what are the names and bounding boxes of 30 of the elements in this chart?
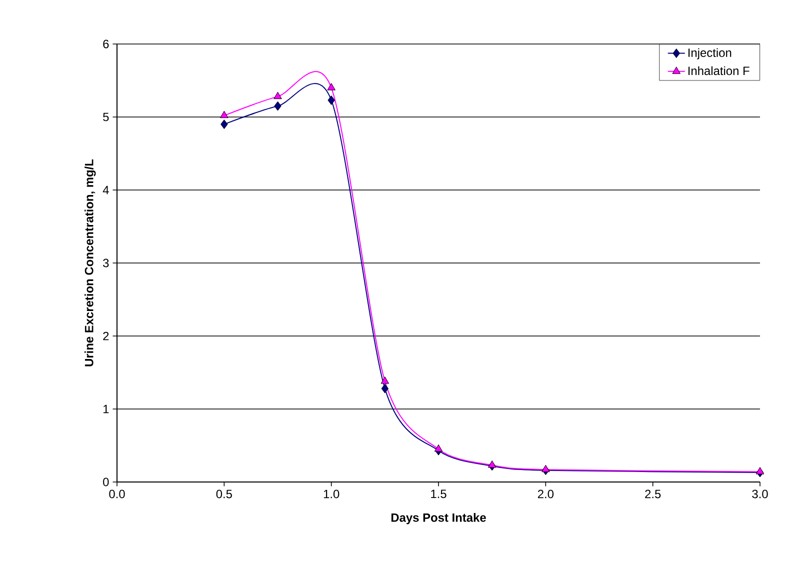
y-tick-label: 2	[103, 332, 109, 340]
x-tick-label: 3.0	[752, 490, 768, 498]
y-tick-label: 6	[103, 40, 109, 48]
point	[274, 101, 282, 111]
x-tick-label: 0.5	[216, 490, 232, 498]
y-tick-label: 0	[103, 478, 109, 486]
point	[542, 464, 550, 472]
point	[488, 460, 496, 468]
x-axis-title: Days Post Intake	[391, 513, 486, 524]
point	[434, 444, 443, 452]
y-tick-label: 1	[103, 404, 109, 414]
point	[220, 110, 228, 118]
x-tick-label: 1.5	[431, 490, 446, 498]
x-tick-label: 1.0	[324, 490, 340, 498]
y-axis-title: Urine Excretion Concentration, mg/L	[84, 159, 96, 366]
point	[274, 92, 282, 100]
point	[327, 83, 336, 90]
legend-label: Inhalation F	[688, 66, 750, 76]
y-tick-label: 4	[102, 186, 109, 194]
legend-label: Injection	[688, 48, 732, 60]
x-tick-label: 0.0	[109, 490, 125, 498]
y-tick-label: 5	[103, 112, 109, 122]
point	[756, 467, 764, 474]
point	[328, 95, 335, 105]
y-tick-label: 3	[103, 258, 109, 268]
point	[380, 376, 390, 384]
x-tick-label: 2.5	[645, 490, 661, 498]
x-tick-label: 2.0	[538, 490, 554, 498]
point	[220, 120, 228, 130]
point	[381, 384, 389, 394]
